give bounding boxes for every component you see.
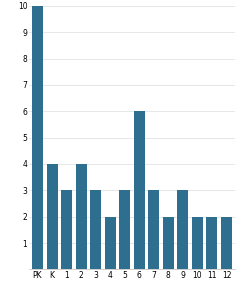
Bar xyxy=(76,164,87,269)
Bar xyxy=(119,190,130,269)
Bar xyxy=(32,6,43,269)
Bar xyxy=(105,217,116,269)
Bar xyxy=(163,217,174,269)
Bar xyxy=(90,190,101,269)
Bar xyxy=(47,164,58,269)
Bar xyxy=(61,190,72,269)
Bar xyxy=(148,190,159,269)
Bar xyxy=(134,111,145,269)
Bar xyxy=(206,217,217,269)
Bar xyxy=(177,190,188,269)
Bar xyxy=(192,217,203,269)
Bar xyxy=(221,217,232,269)
